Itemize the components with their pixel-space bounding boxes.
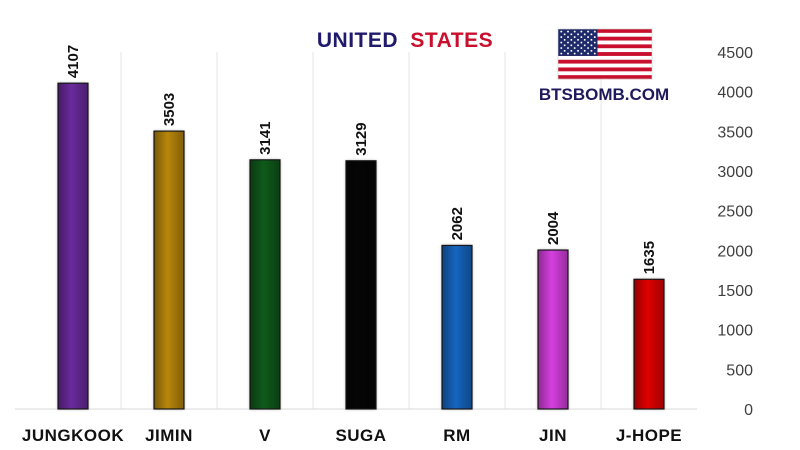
category-label: SUGA	[335, 426, 386, 445]
bar-shade	[442, 245, 472, 409]
bar-jungkook	[57, 82, 89, 410]
watermark-text: BTSBOMB.COM	[539, 85, 669, 104]
y-tick-label: 1000	[717, 323, 753, 340]
title-part-united: UNITED	[317, 29, 398, 52]
bars	[57, 82, 665, 410]
y-tick-label: 3000	[717, 164, 753, 181]
y-tick-label: 2500	[717, 204, 753, 221]
bar-shade	[634, 279, 664, 409]
data-label: 4107	[65, 45, 82, 78]
bar-rm	[441, 244, 473, 410]
x-axis-categories: JUNGKOOK JIMIN V SUGA RM JIN J-HOPE	[22, 426, 682, 445]
y-axis-ticks: 0 500 1000 1500 2000 2500 3000 3500 4000 4500	[717, 45, 753, 419]
data-label: 3129	[353, 122, 370, 155]
bar-jin	[537, 249, 569, 410]
category-label: RM	[443, 426, 470, 445]
data-label: 3503	[161, 93, 178, 126]
bar-shade	[538, 250, 568, 409]
y-tick-label: 500	[726, 362, 753, 379]
bar-v	[249, 159, 281, 410]
us-flag-icon	[557, 28, 653, 80]
data-label: 3141	[257, 121, 274, 154]
bar-shade	[346, 160, 376, 409]
bar-shade	[250, 159, 280, 409]
data-label: 1635	[641, 241, 658, 274]
data-labels: 4107 3503 3141 3129 2062 2004 1635	[65, 45, 658, 274]
bar-jimin	[153, 130, 185, 410]
bar-j-hope	[633, 278, 665, 410]
bar-suga	[345, 160, 377, 410]
category-label: JUNGKOOK	[22, 426, 124, 445]
category-label: V	[259, 426, 271, 445]
data-label: 2004	[545, 211, 562, 245]
y-tick-label: 4000	[717, 85, 753, 102]
y-tick-label: 0	[744, 402, 753, 419]
bar-shade	[154, 131, 184, 409]
category-label: J-HOPE	[616, 426, 682, 445]
category-label: JIN	[539, 426, 567, 445]
title-part-states: STATES	[410, 29, 493, 52]
chart-title: UNITED STATES	[317, 29, 493, 52]
data-label: 2062	[449, 207, 466, 240]
y-tick-label: 2000	[717, 243, 753, 260]
y-tick-label: 1500	[717, 283, 753, 300]
category-label: JIMIN	[145, 426, 193, 445]
y-tick-label: 3500	[717, 124, 753, 141]
y-tick-label: 4500	[717, 45, 753, 62]
bar-shade	[58, 83, 88, 409]
